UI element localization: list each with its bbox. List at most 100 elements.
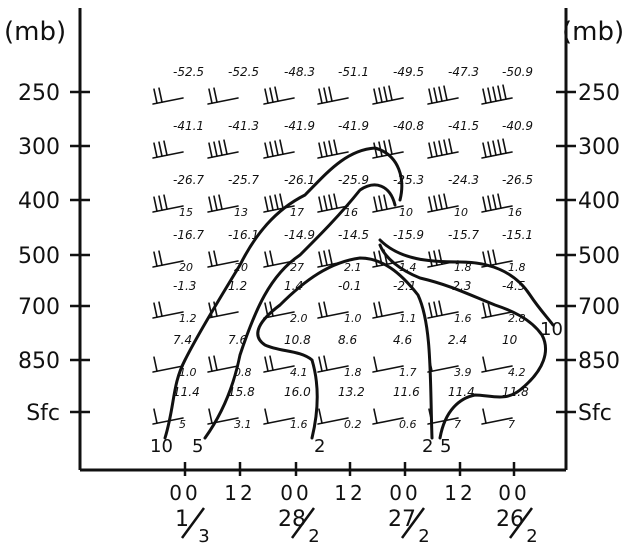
barb-shaft (263, 97, 295, 105)
isoline-label: 10 (150, 436, 173, 457)
date-denominator: 3 (198, 526, 209, 546)
barb-feather (269, 355, 274, 372)
barb-feather (153, 88, 158, 104)
wind-barb (481, 301, 513, 319)
barb-shaft (427, 417, 459, 425)
wind-barb (427, 408, 459, 425)
humidity-value: 27 (290, 261, 304, 274)
barb-feather (323, 250, 328, 267)
barb-feather (487, 195, 492, 211)
humidity-values: 15 13 17 16 10 10 16 20 20 27 2.1 1.4 1.8 1.8 1.2 2.0 1.… (179, 206, 526, 431)
barb-shaft (152, 151, 184, 159)
barb-feather (213, 87, 218, 103)
left-level-label: 500 (18, 244, 60, 269)
isoline-label: 2 (314, 436, 325, 457)
barb-feather (438, 300, 443, 317)
barb-feather (492, 194, 497, 210)
date-numerator: 1 (175, 507, 189, 532)
barb-feather (373, 302, 378, 319)
temperature-value: -26.1 (284, 173, 315, 187)
temperature-value: -41.1 (173, 119, 204, 133)
barb-feather (264, 408, 269, 425)
isoline-label: 10 (540, 319, 563, 340)
wind-barb (427, 85, 459, 105)
isoline-label: 5 (440, 436, 451, 457)
humidity-value: 3.1 (234, 418, 252, 431)
barb-feather (279, 139, 284, 155)
barb-feather (264, 88, 269, 104)
time-label: 00 (389, 481, 420, 505)
date-label: 13 (175, 507, 210, 546)
humidity-value: 1.6 (454, 312, 472, 325)
barb-shaft (263, 151, 295, 159)
barb-feather (328, 140, 333, 156)
barb-feather (279, 193, 284, 209)
humidity-value: 1.4 (399, 261, 417, 274)
barb-feather (383, 194, 388, 210)
wind-barb (317, 249, 349, 268)
wind-barb (207, 355, 239, 373)
wind-barb (427, 356, 459, 373)
temperature-values: -52.5 -52.5 -48.3 -51.1 -49.5 -47.3 -50.9 -41.1… (173, 65, 533, 399)
right-level-label: 700 (578, 295, 620, 320)
level-ticks: 250 250 300 300 400 400 500 500 700 700 850 850 Sfc S… (18, 81, 620, 426)
date-label: 272 (388, 507, 430, 546)
barb-feather (269, 250, 274, 267)
barb-shaft (152, 311, 184, 319)
temperature-value: -24.3 (448, 173, 479, 187)
barb-feather (482, 196, 487, 212)
barb-feather (213, 195, 218, 211)
humidity-value: 20 (234, 261, 248, 274)
temperature-value: -25.3 (393, 173, 424, 187)
humidity-value: 1.8 (508, 261, 526, 274)
date-numerator: 28 (278, 507, 306, 532)
right-level-label: 850 (578, 349, 620, 374)
wind-barb (481, 408, 513, 425)
barb-feather (158, 301, 163, 318)
temperature-value: -16.1 (228, 228, 259, 242)
barb-feather (274, 140, 279, 156)
barb-shaft (207, 205, 239, 213)
right-level-label: 400 (578, 189, 620, 214)
barb-shaft (481, 260, 513, 268)
barb-shaft (427, 97, 459, 105)
time-ticks: 00 12 00 12 00 12 00 (169, 462, 527, 505)
wind-barb (152, 250, 184, 268)
isoline-labels: 10 5 2 2 510 (150, 319, 563, 457)
barb-feather (153, 302, 158, 319)
temperature-value: -2.1 (393, 279, 416, 293)
barb-feather (487, 301, 492, 318)
barb-feather (482, 302, 487, 319)
barb-feather (264, 356, 269, 373)
barb-feather (208, 88, 213, 104)
barb-feather (318, 196, 323, 212)
barb-shaft (152, 260, 184, 268)
wind-barb (152, 140, 184, 159)
date-slash (508, 507, 534, 539)
wind-barb (263, 139, 295, 159)
temperature-value: 4.6 (393, 333, 412, 347)
barb-feather (383, 140, 388, 156)
barb-shaft (207, 97, 239, 105)
date-slash (180, 507, 206, 539)
barb-feather (378, 141, 383, 157)
isolines (163, 146, 555, 440)
wind-barb (207, 194, 239, 213)
barb-shaft (263, 365, 295, 373)
temperature-value: 7.4 (173, 333, 192, 347)
humidity-value: 1.1 (399, 312, 417, 325)
barb-feather (333, 193, 338, 209)
barb-shaft (317, 365, 349, 373)
barb-shaft (427, 365, 459, 373)
barb-shaft (372, 151, 404, 159)
humidity-value: 16 (344, 206, 358, 219)
barb-shaft (372, 97, 404, 105)
wind-barb (372, 408, 404, 425)
barb-feather (158, 87, 163, 103)
wind-barb (372, 85, 404, 105)
temperature-value: -49.5 (393, 65, 424, 79)
barb-shaft (481, 311, 513, 319)
barb-feather (264, 196, 269, 212)
temperature-value: 11.4 (448, 385, 475, 399)
